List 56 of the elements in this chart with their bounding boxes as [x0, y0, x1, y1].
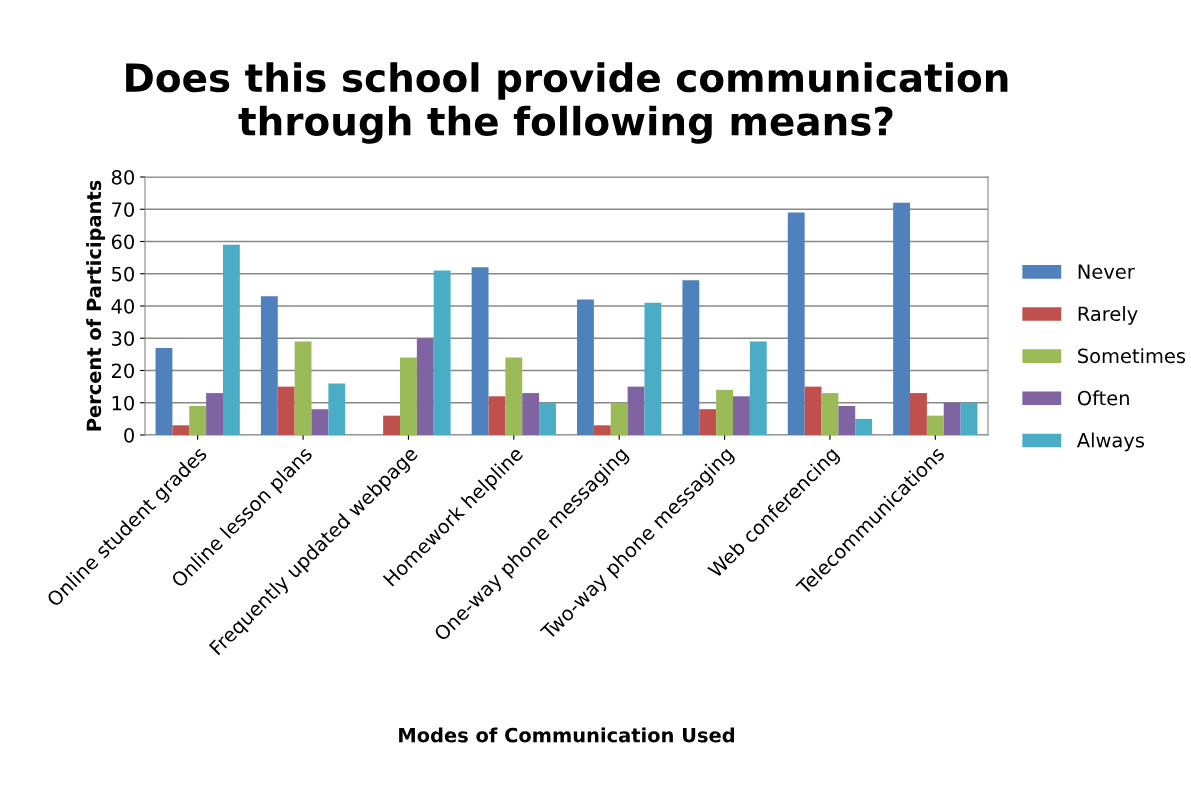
bar: [471, 267, 489, 435]
bar: [893, 202, 911, 435]
bar: [787, 212, 805, 435]
bar: [804, 386, 822, 435]
bar: [838, 405, 856, 435]
y-tick-label: 40: [111, 298, 134, 314]
x-axis-title: Modes of Communication Used: [399, 727, 735, 743]
bar: [206, 393, 223, 435]
bar: [749, 341, 767, 435]
legend-label: Sometimes: [1078, 348, 1186, 364]
bar: [960, 402, 978, 435]
bar: [311, 409, 329, 435]
bar: [926, 415, 944, 435]
bar: [260, 296, 278, 435]
bar: [732, 396, 750, 435]
bar: [910, 393, 927, 435]
bar: [488, 396, 506, 435]
bar: [577, 299, 594, 435]
bar: [943, 402, 961, 435]
bar: [699, 409, 717, 435]
bar: [539, 402, 556, 435]
bar: [522, 393, 540, 435]
bar: [433, 270, 451, 435]
bar: [294, 341, 312, 435]
bar: [682, 280, 700, 435]
bar: [610, 402, 628, 435]
bar: [416, 338, 434, 435]
bar: [627, 386, 645, 435]
chart-title: Does this school provide communication through the following means?: [126, 62, 1008, 144]
y-tick-label: 80: [111, 169, 134, 185]
y-tick-label: 70: [112, 202, 134, 217]
bar: [383, 415, 401, 435]
y-tick-label: 30: [112, 331, 134, 346]
legend-label: Rarely: [1078, 306, 1138, 325]
legend-label: Never: [1078, 264, 1135, 279]
bar: [505, 357, 523, 435]
legend-label: Often: [1077, 390, 1129, 406]
bar: [644, 302, 662, 435]
bar: [328, 383, 346, 435]
bar: [155, 347, 173, 435]
bar: [277, 386, 295, 435]
y-tick-label: 60: [111, 234, 134, 250]
legend-label: Always: [1076, 432, 1145, 452]
y-tick-label: 10: [112, 395, 134, 411]
y-tick-label: 50: [112, 266, 134, 282]
bar: [716, 389, 733, 435]
bar: [172, 425, 190, 435]
y-axis-title: Percent of Participants: [86, 180, 105, 431]
bar: [400, 357, 417, 435]
bar: [855, 418, 873, 435]
y-tick-label: 0: [124, 427, 134, 443]
bar: [593, 425, 611, 435]
bar: [222, 244, 240, 435]
bar: [189, 405, 207, 435]
y-tick-label: 20: [111, 363, 134, 379]
bar: [821, 393, 839, 435]
